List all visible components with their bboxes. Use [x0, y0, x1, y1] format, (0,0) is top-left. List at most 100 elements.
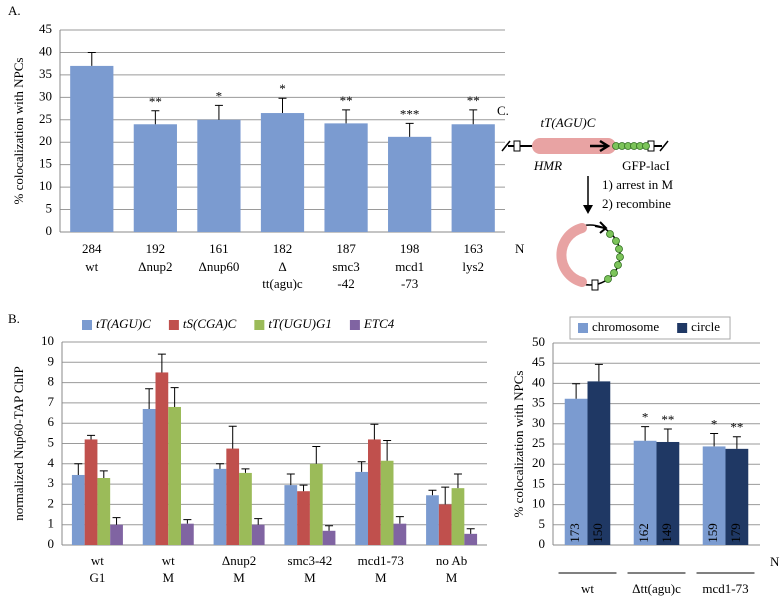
bar	[133, 124, 177, 232]
n-axis-label: N	[770, 554, 780, 569]
significance-label: *	[279, 81, 286, 96]
legend-label: tT(UGU)G1	[268, 316, 332, 331]
site	[513, 140, 521, 152]
y-axis-title: normalized Nup60-TAP ChIP	[11, 366, 26, 520]
bar	[464, 533, 478, 545]
bar	[656, 441, 680, 545]
x-tick-label: wt	[85, 259, 98, 274]
x-tick-label: lys2	[462, 259, 484, 274]
x-tick-label: Δtt(agu)c	[632, 581, 681, 596]
error-bar	[74, 463, 83, 475]
bar	[426, 495, 439, 545]
error-bar	[641, 426, 650, 441]
error-bar	[151, 110, 160, 125]
error-bar	[215, 463, 224, 469]
y-tick-label: 1	[48, 516, 55, 531]
legend-label: tS(CGA)C	[183, 316, 237, 331]
step-label: 1) arrest in M	[602, 177, 674, 192]
bar	[239, 472, 252, 545]
y-tick-label: 6	[48, 414, 55, 429]
significance-label: **	[730, 420, 743, 435]
legend-swatch	[349, 320, 360, 330]
bar	[110, 524, 123, 545]
panel-label: C.	[497, 103, 509, 118]
bar	[368, 439, 381, 545]
n-label: 161	[209, 241, 229, 256]
y-tick-label: 7	[48, 394, 55, 409]
error-bar	[228, 425, 237, 449]
y-tick-label: 40	[532, 374, 545, 389]
error-bar	[469, 109, 478, 125]
bar	[451, 488, 465, 545]
x-tick-label: M	[375, 570, 387, 585]
break	[501, 140, 511, 152]
x-tick-label: smc3-42	[288, 553, 333, 568]
legend-label: tT(AGU)C	[96, 316, 151, 331]
x-tick-label: mcd1-73	[358, 553, 404, 568]
bar	[393, 523, 407, 545]
y-tick-label: 45	[532, 354, 545, 369]
bar	[633, 440, 657, 545]
error-bar	[383, 439, 392, 461]
y-tick-label: 30	[532, 415, 545, 430]
legend-label: circle	[691, 319, 720, 334]
n-label: 163	[463, 241, 483, 256]
x-tick-label: Δ	[278, 259, 286, 274]
n-label: 179	[728, 523, 743, 543]
error-bar	[278, 97, 287, 114]
x-tick-label: mcd1-73	[702, 581, 748, 596]
hmr-region	[556, 223, 587, 287]
y-tick-label: 10	[41, 333, 54, 348]
panel-label: A.	[8, 3, 21, 18]
y-tick-label: 35	[39, 66, 52, 81]
y-tick-label: 8	[48, 374, 55, 389]
bar	[297, 491, 310, 545]
panel-label: B.	[8, 311, 20, 326]
bar	[284, 485, 298, 545]
bar	[213, 468, 227, 545]
error-bar	[594, 363, 603, 382]
bar	[251, 524, 265, 545]
error-bar	[214, 104, 223, 120]
y-tick-label: 40	[39, 43, 52, 58]
y-tick-label: 35	[532, 395, 545, 410]
y-tick-label: 20	[532, 455, 545, 470]
error-bar	[99, 470, 108, 479]
arrowhead	[583, 205, 593, 214]
bar	[226, 448, 240, 545]
bar	[197, 119, 241, 232]
y-axis-title: % colocalization with NPCs	[11, 58, 26, 205]
bar	[142, 408, 156, 545]
y-tick-label: 20	[39, 133, 52, 148]
x-tick-label: tt(agu)c	[262, 276, 303, 291]
n-label: 159	[705, 523, 720, 543]
y-axis-title: % colocalization with NPCs	[511, 371, 526, 518]
significance-label: **	[340, 93, 353, 108]
error-bar	[325, 525, 334, 531]
step-label: 2) recombine	[602, 196, 671, 211]
error-bar	[170, 387, 179, 407]
error-bar	[342, 109, 351, 124]
legend-swatch	[677, 323, 688, 333]
reporter-label: GFP-lacI	[622, 158, 670, 173]
x-tick-label: Δnup60	[198, 259, 239, 274]
bar	[587, 381, 611, 545]
y-tick-label: 50	[532, 334, 545, 349]
y-tick-label: 0	[539, 536, 546, 551]
y-tick-label: 25	[39, 111, 52, 126]
bar	[97, 478, 111, 545]
break	[659, 140, 669, 152]
n-label: 182	[273, 241, 293, 256]
y-tick-label: 5	[539, 516, 546, 531]
n-label: 162	[636, 523, 651, 543]
error-bar	[87, 51, 96, 66]
error-bar	[254, 518, 263, 525]
legend-label: ETC4	[363, 316, 395, 331]
y-tick-label: 0	[46, 223, 53, 238]
error-bar	[441, 486, 450, 505]
bar	[322, 530, 336, 545]
x-tick-label: -42	[337, 276, 354, 291]
n-label: 187	[336, 241, 356, 256]
bar	[70, 65, 114, 233]
x-tick-label: wt	[91, 553, 104, 568]
